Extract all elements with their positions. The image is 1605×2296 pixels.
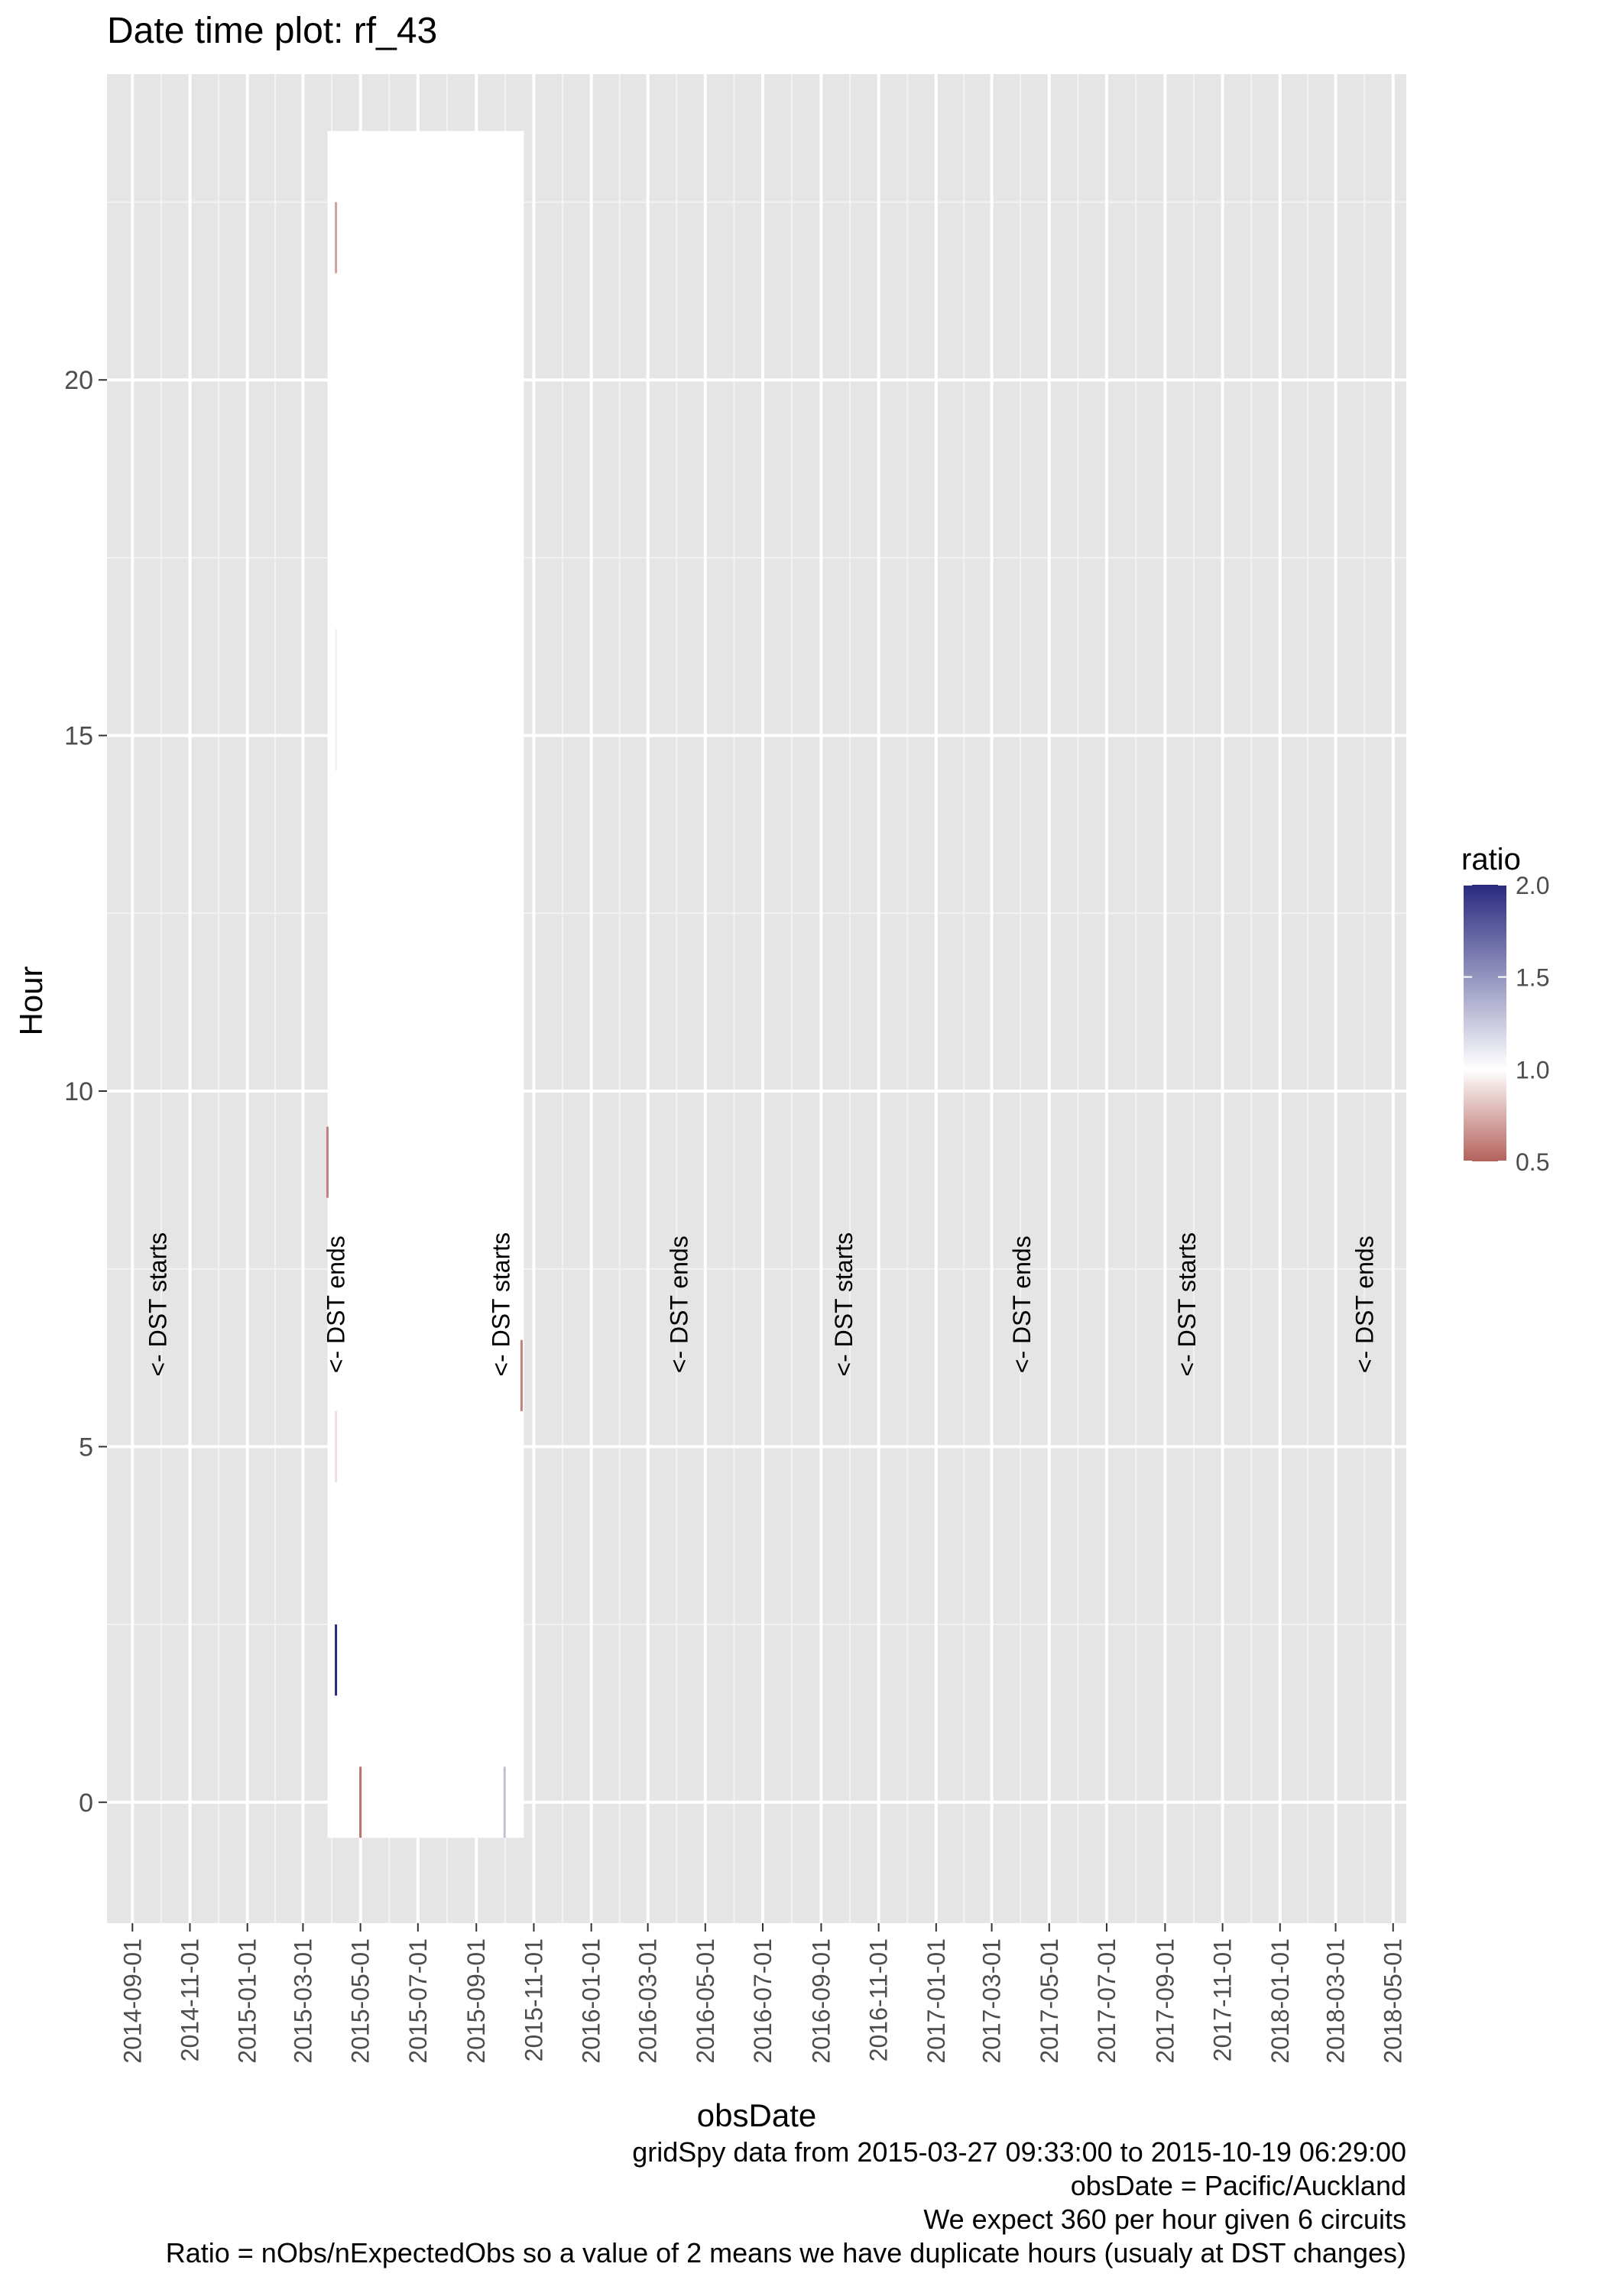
legend-tick-label: 2.0 [1516,872,1549,899]
heatmap-cell [335,1624,338,1696]
heatmap-cell [335,629,338,772]
dst-annotation: <- DST ends [1351,1235,1379,1373]
x-tick-label: 2016-07-01 [749,1938,777,2064]
caption-line: gridSpy data from 2015-03-27 09:33:00 to… [632,2136,1406,2168]
x-tick-label: 2018-05-01 [1380,1938,1407,2064]
y-tick-label: 5 [79,1433,93,1462]
dst-annotation: <- DST starts [487,1232,514,1377]
caption-line: We expect 360 per hour given 6 circuits [923,2204,1406,2235]
legend-title: ratio [1461,843,1521,876]
heatmap-cell [520,1339,523,1411]
x-tick-label: 2015-01-01 [234,1938,261,2064]
x-tick-label: 2017-09-01 [1151,1938,1179,2064]
y-tick-label: 0 [79,1789,93,1818]
y-axis-title: Hour [13,966,49,1035]
heatmap-cell [335,1410,338,1482]
y-axis: 0 5 10 15 20 [64,366,107,1818]
plot-panel [107,74,1406,1923]
x-tick-label: 2014-11-01 [176,1938,203,2061]
grid-minor-lines [107,74,1406,1923]
x-tick-label: 2016-01-01 [578,1938,605,2064]
x-tick-label: 2015-09-01 [462,1938,490,2064]
x-tick-label: 2016-11-01 [865,1938,893,2061]
x-tick-label: 2015-07-01 [404,1938,432,2064]
x-tick-label: 2017-05-01 [1036,1938,1063,2064]
chart-title: Date time plot: rf_43 [107,11,437,51]
dst-annotations: <- DST starts <- DST ends <- DST starts <- … [144,1232,1379,1377]
x-tick-label: 2017-11-01 [1209,1938,1237,2061]
x-tick-label: 2018-03-01 [1322,1938,1350,2064]
heatmap-cells [326,131,524,1838]
x-tick-label: 2014-09-01 [118,1938,146,2064]
y-tick-label: 10 [64,1077,93,1106]
x-tick-label: 2017-03-01 [978,1938,1006,2064]
legend-ticks: 2.0 1.5 1.0 0.5 [1464,872,1549,1176]
x-tick-label: 2016-03-01 [634,1938,662,2064]
x-tick-label: 2015-05-01 [347,1938,374,2064]
x-tick-label: 2018-01-01 [1266,1938,1294,2064]
caption-line: obsDate = Pacific/Auckland [1071,2170,1406,2201]
dst-annotation: <- DST starts [1173,1232,1201,1377]
grid-major-lines [107,74,1406,1923]
legend-tick-label: 1.0 [1516,1056,1549,1083]
dst-annotation: <- DST ends [665,1235,692,1373]
legend-tick-label: 1.5 [1516,964,1549,992]
x-tick-label: 2015-03-01 [289,1938,316,2064]
caption-line: Ratio = nObs/nExpectedObs so a value of … [166,2237,1406,2268]
x-tick-label: 2015-11-01 [520,1938,547,2061]
heatmap-cell [359,1767,362,1838]
dst-annotation: <- DST starts [830,1232,858,1377]
heatmap-cell [326,1126,329,1198]
dst-annotation: <- DST ends [323,1235,350,1373]
x-tick-label: 2016-09-01 [807,1938,835,2064]
x-axis-title: obsDate [697,2097,816,2133]
dst-annotation: <- DST ends [1008,1235,1036,1373]
x-axis: 2014-09-01 2014-11-01 2015-01-01 2015-03-01… [118,1923,1407,2064]
caption: gridSpy data from 2015-03-27 09:33:00 to… [166,2136,1406,2268]
heatmap-cell [335,202,338,274]
y-tick-label: 20 [64,366,93,395]
x-tick-label: 2017-07-01 [1093,1938,1120,2064]
x-tick-label: 2016-05-01 [692,1938,719,2064]
legend: ratio 2.0 1.5 1.0 0.5 [1461,843,1549,1176]
x-tick-label: 2017-01-01 [922,1938,950,2064]
legend-tick-label: 0.5 [1516,1148,1549,1176]
legend-colorbar [1464,885,1506,1161]
dst-annotation: <- DST starts [144,1232,172,1377]
y-tick-label: 15 [64,722,93,751]
heatmap-cell [503,1767,506,1838]
heatmap-data-region [327,131,524,1838]
